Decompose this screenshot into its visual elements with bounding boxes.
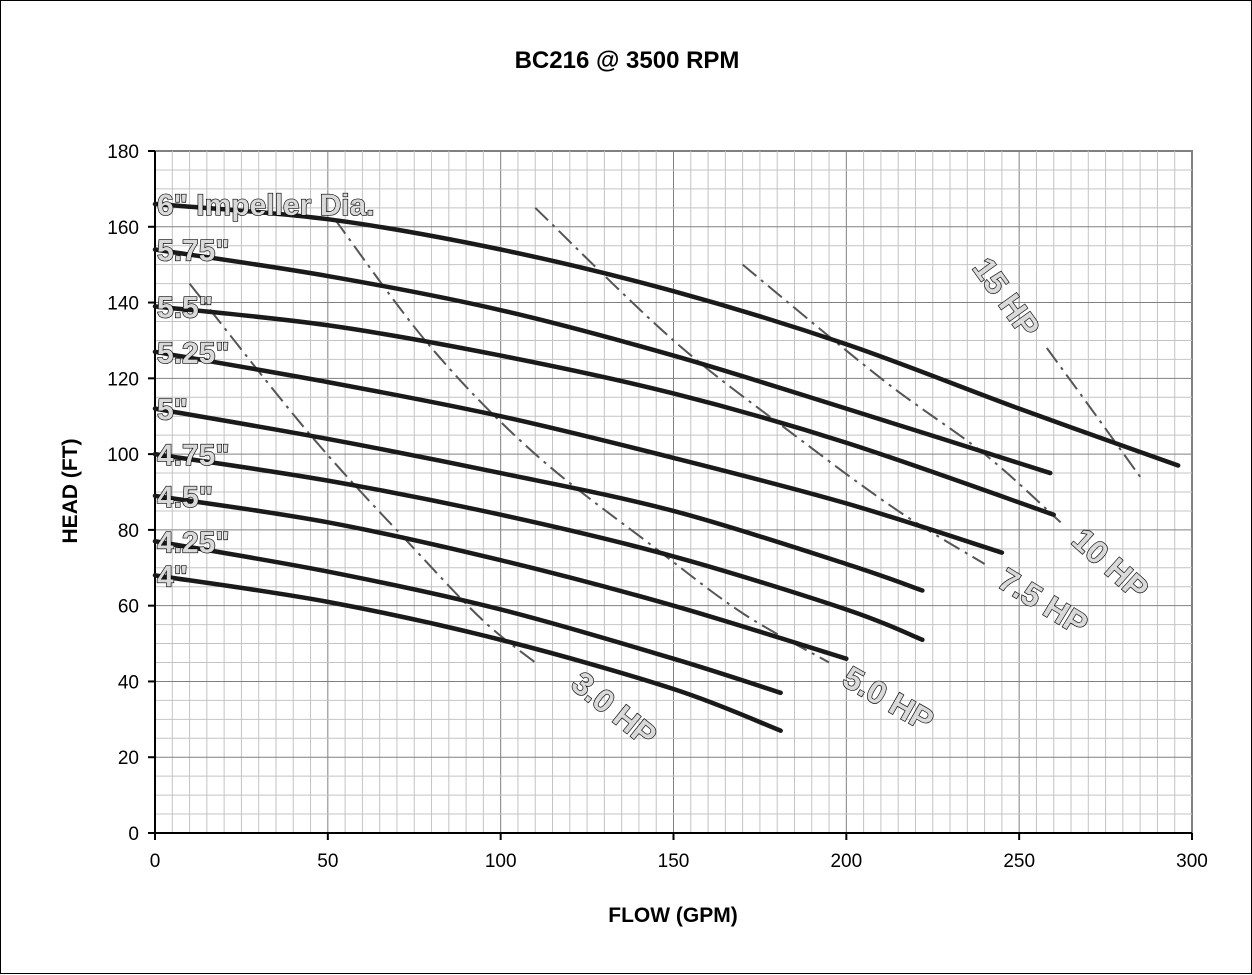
y-tick-label: 100: [107, 445, 139, 466]
x-tick-label: 150: [658, 851, 690, 872]
power-line-3: [741, 263, 1062, 524]
impeller-curve-2: [152, 304, 1056, 517]
impeller-curve-4: [152, 406, 925, 593]
impeller-label-0: 6" Impeller Dia.: [157, 189, 375, 222]
impeller-label-7: 4.25": [157, 526, 230, 559]
chart-title: BC216 @ 3500 RPM: [515, 47, 740, 74]
impeller-label-8: 4": [157, 560, 188, 593]
x-tick-label: 50: [317, 851, 338, 872]
x-axis-label: FLOW (GPM): [608, 904, 737, 927]
impeller-curve-0: [152, 201, 1181, 468]
impeller-label-4: 5": [157, 394, 188, 427]
impeller-curve-6: [152, 493, 849, 661]
y-tick-label: 80: [118, 521, 139, 542]
power-line-0: [188, 282, 536, 664]
impeller-curve-3: [152, 349, 1005, 555]
x-tick-label: 100: [485, 851, 517, 872]
y-tick-label: 160: [107, 218, 139, 239]
y-tick-label: 60: [118, 597, 139, 618]
impeller-curve-5: [152, 451, 925, 643]
y-tick-label: 20: [118, 748, 139, 769]
power-line-4: [1046, 347, 1141, 478]
impeller-label-5: 4.75": [157, 439, 230, 472]
power-line-1: [333, 218, 830, 664]
y-tick-label: 140: [107, 294, 139, 315]
x-tick-label: 0: [150, 851, 161, 872]
impeller-label-6: 4.5": [157, 481, 213, 514]
impeller-curve-1: [152, 247, 1053, 476]
y-axis-label: HEAD (FT): [59, 439, 82, 544]
impeller-curve-7: [152, 539, 783, 696]
x-tick-label: 300: [1176, 851, 1208, 872]
impeller-curve-8: [152, 573, 783, 733]
x-tick-label: 200: [830, 851, 862, 872]
y-tick-label: 40: [118, 672, 139, 693]
y-tick-label: 180: [107, 142, 139, 163]
y-tick-label: 120: [107, 369, 139, 390]
impeller-label-3: 5.25": [157, 337, 230, 370]
impeller-label-2: 5.5": [157, 291, 213, 324]
y-tick-label: 0: [128, 824, 139, 845]
impeller-label-1: 5.75": [157, 235, 230, 268]
x-tick-label: 250: [1003, 851, 1035, 872]
